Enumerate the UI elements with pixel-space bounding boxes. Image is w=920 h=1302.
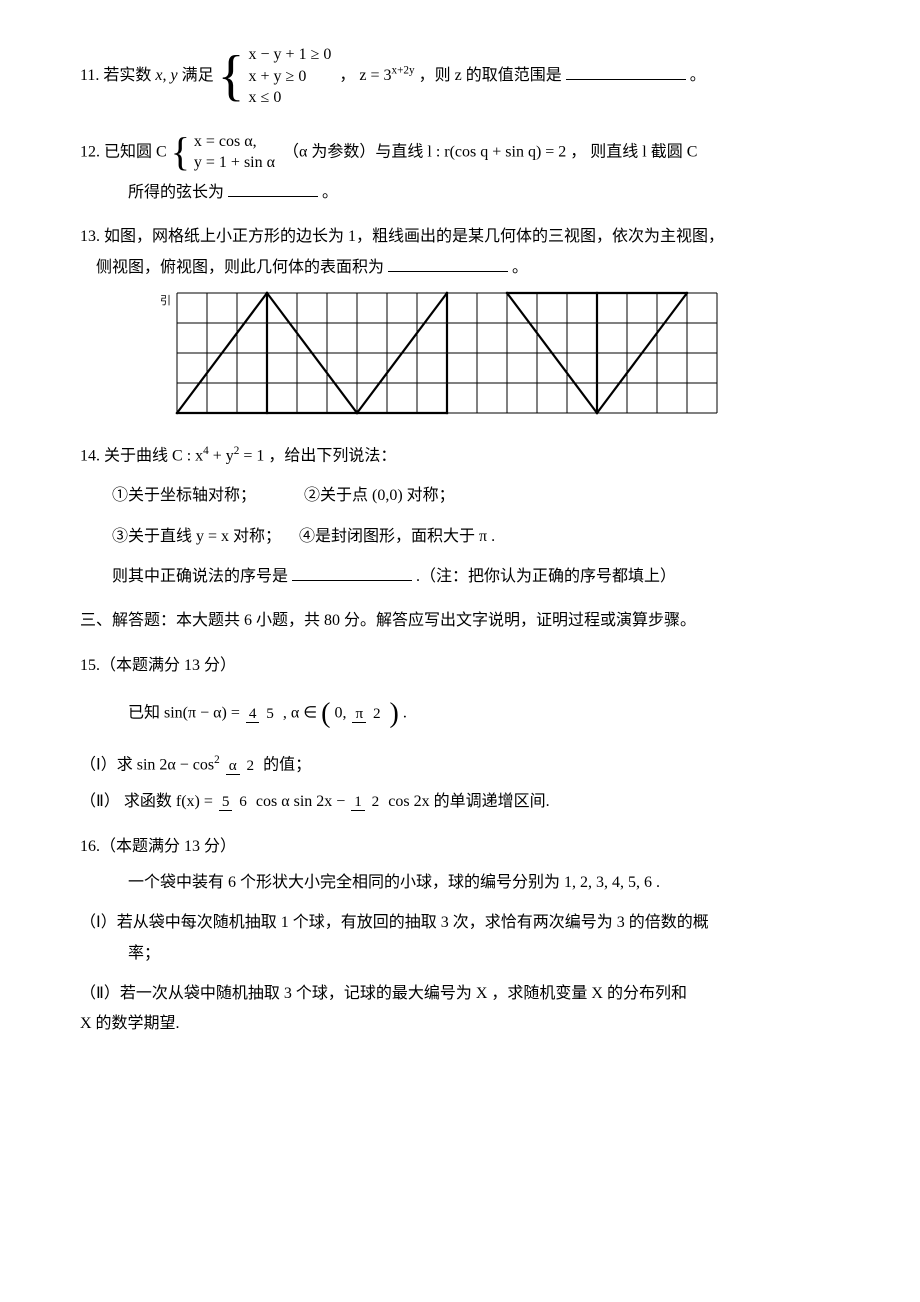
q11-zexpr: z = 3 bbox=[359, 67, 391, 84]
q13-line1: 13. 如图，网格纸上小正方形的边长为 1，粗线画出的是某几何体的三视图，依次为… bbox=[80, 222, 860, 252]
q11-blank bbox=[566, 65, 686, 80]
q11-system: { x − y + 1 ≥ 0 x + y ≥ 0 x ≤ 0 bbox=[218, 40, 336, 113]
q15-frac5-den: 2 bbox=[369, 793, 383, 810]
q15-p1a: （Ⅰ）求 sin 2α − cos bbox=[80, 757, 214, 774]
q12-mid: （α 为参数）与直线 l : r(cos q + sin q) = 2 ， 则直… bbox=[283, 143, 697, 160]
q11-zexp: x+2y bbox=[392, 65, 415, 77]
q12-sys-l1: x = cos α, bbox=[194, 131, 275, 153]
brace-left-icon: { bbox=[218, 51, 245, 101]
question-15: 15.（本题满分 13 分） 已知 sin(π − α) = 4 5 , α ∈… bbox=[80, 651, 860, 818]
q15-frac3: α 2 bbox=[224, 758, 259, 774]
q14-mid1: + y bbox=[209, 447, 234, 464]
q16-p1b: 率； bbox=[80, 939, 860, 969]
q15-paren-a: 0, bbox=[334, 704, 350, 721]
q14-mid2: = 1 bbox=[239, 447, 264, 464]
q15-frac1-num: 4 bbox=[246, 705, 260, 723]
q16-p2b: X 的数学期望. bbox=[80, 1009, 860, 1039]
paren-right-icon: ) bbox=[390, 698, 399, 729]
brace-left-icon: { bbox=[171, 134, 190, 170]
q16-p2: （Ⅱ）若一次从袋中随机抽取 3 个球，记球的最大编号为 X ，求随机变量 X 的… bbox=[80, 979, 860, 1009]
q14-opt1: ①关于坐标轴对称； bbox=[112, 487, 256, 504]
q15-frac2-num: π bbox=[352, 705, 366, 723]
q11-text: 11. 若实数 x, y 满足 bbox=[80, 67, 218, 84]
q14-note: .（注：把你认为正确的序号都填上） bbox=[416, 568, 676, 585]
q12-system: { x = cos α, y = 1 + sin α bbox=[171, 127, 279, 178]
q11-prefix: 11. 若实数 bbox=[80, 67, 151, 84]
q16-line1: 一个袋中装有 6 个形状大小完全相同的小球，球的编号分别为 1, 2, 3, 4… bbox=[80, 868, 860, 898]
q16-head: 16.（本题满分 13 分） bbox=[80, 832, 860, 862]
q15-frac4-den: 6 bbox=[236, 793, 250, 810]
q12-period: 。 bbox=[322, 184, 338, 201]
q15-frac5: 1 2 bbox=[349, 794, 384, 810]
q16-p1a: （Ⅰ）若从袋中每次随机抽取 1 个球，有放回的抽取 3 次，求恰有两次编号为 3… bbox=[80, 908, 860, 938]
q15-p2c: cos 2x 的单调递增区间. bbox=[388, 793, 549, 810]
question-14: 14. 关于曲线 C : x4 + y2 = 1 ，给出下列说法： ①关于坐标轴… bbox=[80, 441, 860, 593]
q15-frac2: π 2 bbox=[350, 706, 385, 722]
q15-p1exp: 2 bbox=[214, 754, 220, 766]
q15-frac1: 4 5 bbox=[244, 706, 279, 722]
q14-opt4: ④是封闭图形，面积大于 π . bbox=[299, 528, 495, 545]
q11-mid1: 满足 bbox=[182, 67, 214, 84]
q11-mid3: ，则 bbox=[419, 67, 455, 84]
q11-vars: x, y bbox=[151, 67, 181, 84]
q15-frac2-den: 2 bbox=[370, 705, 384, 722]
q12-line2: 所得的弦长为 bbox=[128, 184, 224, 201]
q11-sys-l2: x + y ≥ 0 bbox=[249, 66, 332, 88]
q15-frac3-num: α bbox=[226, 757, 240, 775]
q15-head: 15.（本题满分 13 分） bbox=[80, 651, 860, 681]
q11-mid2: ， bbox=[339, 67, 355, 84]
question-13: 13. 如图，网格纸上小正方形的边长为 1，粗线画出的是某几何体的三视图，依次为… bbox=[80, 222, 860, 426]
q15-frac5-num: 1 bbox=[351, 793, 365, 811]
q15-p1c: 的值； bbox=[263, 757, 311, 774]
q14-blank bbox=[292, 566, 412, 581]
q12-blank bbox=[228, 182, 318, 197]
question-12: 12. 已知圆 C { x = cos α, y = 1 + sin α （α … bbox=[80, 127, 860, 209]
q15-frac1-den: 5 bbox=[263, 705, 277, 722]
q15-p2b: cos α sin 2x − bbox=[256, 793, 349, 810]
q15-p2a: （Ⅱ） 求函数 f(x) = bbox=[80, 793, 217, 810]
q14-line3: 则其中正确说法的序号是 bbox=[112, 568, 288, 585]
q15-frac4: 5 6 bbox=[217, 794, 252, 810]
three-view-grid-icon bbox=[175, 291, 719, 415]
q11-sys-l3: x ≤ 0 bbox=[249, 87, 332, 109]
q14-opt3: ③关于直线 y = x 对称； bbox=[112, 528, 281, 545]
q15-frac4-num: 5 bbox=[219, 793, 233, 811]
q12-prefix: 12. 已知圆 C bbox=[80, 143, 167, 160]
section-3-header: 三、解答题：本大题共 6 小题，共 80 分。解答应写出文字说明，证明过程或演算… bbox=[80, 606, 860, 636]
q13-line2: 侧视图，俯视图，则此几何体的表面积为 bbox=[96, 259, 384, 276]
q14-opt2: ②关于点 (0,0) 对称； bbox=[304, 487, 455, 504]
q13-period: 。 bbox=[512, 259, 528, 276]
question-11: 11. 若实数 x, y 满足 { x − y + 1 ≥ 0 x + y ≥ … bbox=[80, 40, 860, 113]
q15-given-a: 已知 sin(π − α) = bbox=[128, 704, 244, 721]
q14-curve: C : x bbox=[172, 447, 203, 464]
q15-given-b: , α ∈ bbox=[283, 704, 321, 721]
q11-period: 。 bbox=[690, 67, 706, 84]
q12-sys-l2: y = 1 + sin α bbox=[194, 152, 275, 174]
q14-line1a: 14. 关于曲线 bbox=[80, 447, 172, 464]
q14-line1b: ，给出下列说法： bbox=[268, 447, 396, 464]
q15-given-c: . bbox=[403, 704, 407, 721]
paren-left-icon: ( bbox=[321, 698, 330, 729]
q15-frac3-den: 2 bbox=[244, 757, 258, 774]
q11-tail: z 的取值范围是 bbox=[455, 67, 562, 84]
q13-blank bbox=[388, 256, 508, 271]
q13-axis-label: 引 bbox=[160, 295, 171, 307]
q13-figure: 引 bbox=[160, 291, 860, 426]
q11-sys-l1: x − y + 1 ≥ 0 bbox=[249, 44, 332, 66]
question-16: 16.（本题满分 13 分） 一个袋中装有 6 个形状大小完全相同的小球，球的编… bbox=[80, 832, 860, 1040]
